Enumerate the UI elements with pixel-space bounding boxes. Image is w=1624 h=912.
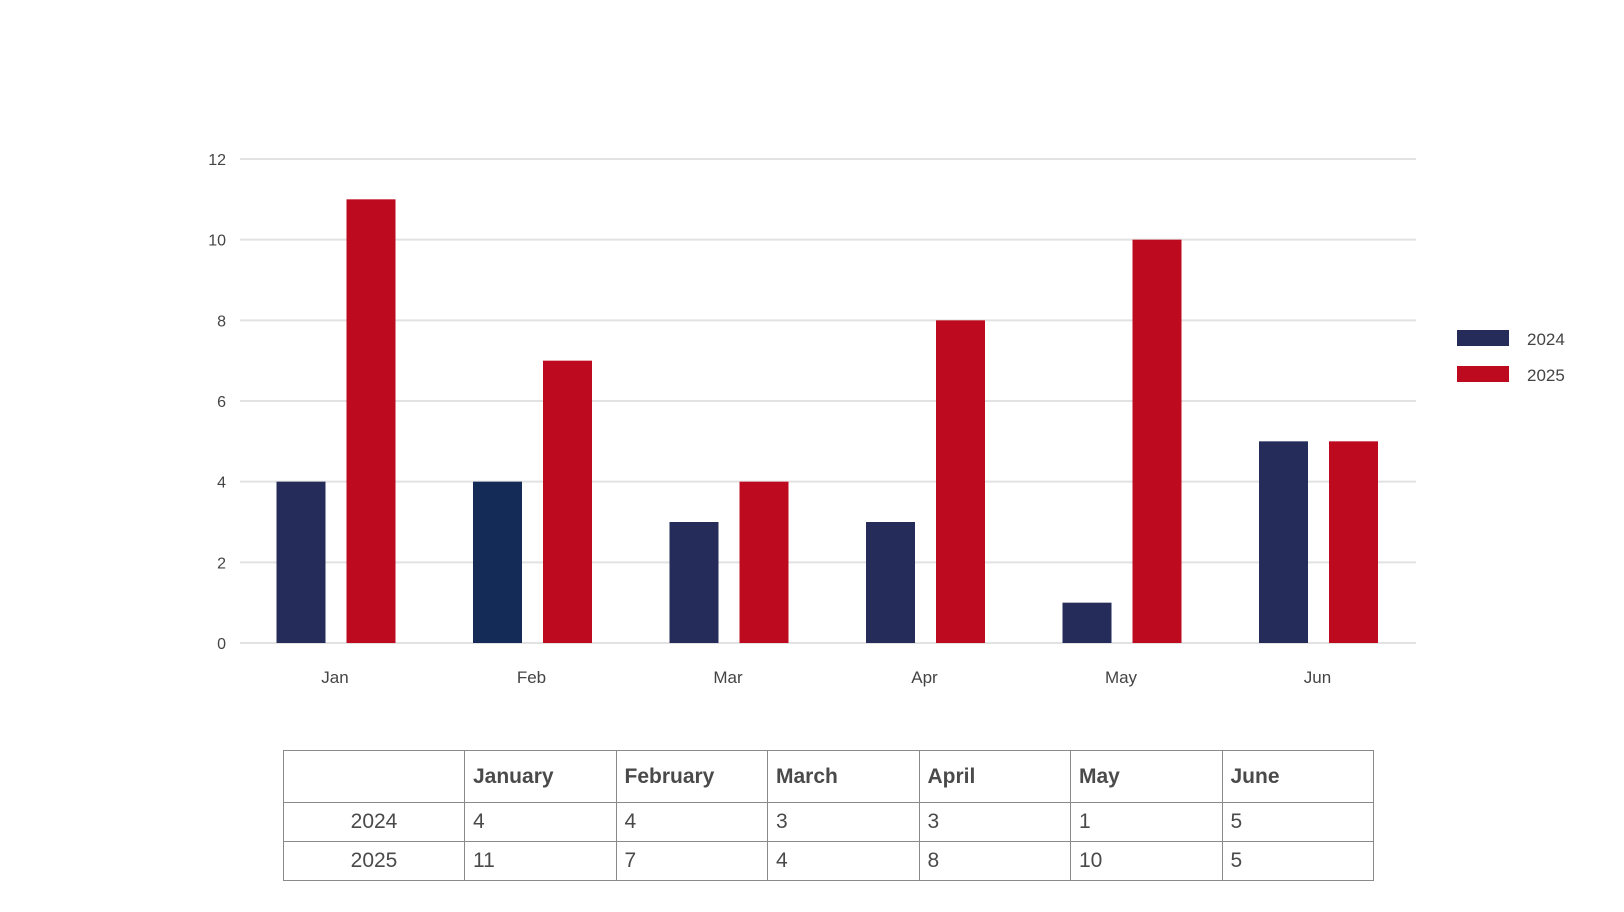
table-header-cell: April <box>918 750 1071 803</box>
y-axis-ticks: 0 2 4 6 8 10 12 <box>208 152 226 653</box>
gridlines <box>240 158 1416 644</box>
bar-2024-jan <box>276 481 326 643</box>
legend: 2024 2025 <box>1457 330 1565 385</box>
x-tick-label: Jan <box>321 668 348 687</box>
table-cell: 3 <box>918 802 1071 842</box>
x-tick-label: Jun <box>1304 668 1331 687</box>
y-tick-label: 4 <box>217 475 226 492</box>
table-row-label: 2025 <box>283 841 465 881</box>
table-header-cell: May <box>1070 750 1223 803</box>
bar-2024-apr <box>866 522 915 643</box>
bar-2025-may <box>1132 239 1182 643</box>
table-cell: 4 <box>615 802 768 842</box>
table-cell: 4 <box>464 802 617 842</box>
y-tick-label: 6 <box>217 394 226 411</box>
table-cell: 7 <box>615 841 768 881</box>
table-header-cell <box>283 750 465 803</box>
legend-swatch-2025 <box>1457 366 1509 382</box>
table-cell: 8 <box>918 841 1071 881</box>
table-cell: 4 <box>767 841 920 881</box>
table-row: 2025 11 7 4 8 10 5 <box>283 841 1374 881</box>
x-tick-label: Apr <box>911 668 938 687</box>
y-tick-label: 2 <box>217 555 226 572</box>
table-cell: 11 <box>464 841 617 881</box>
legend-swatch-2024 <box>1457 330 1509 346</box>
bar-2025-mar <box>739 481 789 643</box>
table-cell: 1 <box>1070 802 1223 842</box>
bar-chart: 0 2 4 6 8 10 12 Jan Feb Mar Apr May Jun 2024 2025 <box>208 152 1565 687</box>
table-row: 2024 4 4 3 3 1 5 <box>283 802 1374 842</box>
y-tick-label: 10 <box>208 233 226 250</box>
x-tick-label: Feb <box>517 668 546 687</box>
table-row-label: 2024 <box>283 802 465 842</box>
legend-label-2024: 2024 <box>1527 330 1565 349</box>
bar-2025-apr <box>936 320 985 643</box>
legend-label-2025: 2025 <box>1527 366 1565 385</box>
table-header-cell: January <box>464 750 617 803</box>
table-header-cell: February <box>615 750 768 803</box>
bar-2024-may <box>1062 602 1112 643</box>
x-tick-label: May <box>1105 668 1138 687</box>
y-tick-label: 8 <box>217 313 226 330</box>
data-table: January February March April May June 20… <box>283 750 1374 881</box>
bars <box>276 199 1378 644</box>
bar-2025-feb <box>543 360 592 643</box>
table-header-row: January February March April May June <box>283 750 1374 803</box>
y-tick-label: 12 <box>208 152 226 169</box>
bar-2024-mar <box>669 522 719 643</box>
x-tick-label: Mar <box>713 668 743 687</box>
bar-2024-jun <box>1259 441 1308 643</box>
table-cell: 10 <box>1070 841 1223 881</box>
bar-2025-jan <box>346 199 396 644</box>
bar-2024-feb <box>473 481 522 643</box>
table-header-cell: March <box>767 750 920 803</box>
table-cell: 5 <box>1221 841 1374 881</box>
table-header-cell: June <box>1221 750 1374 803</box>
table-cell: 5 <box>1221 802 1374 842</box>
table-cell: 3 <box>767 802 920 842</box>
x-axis-labels: Jan Feb Mar Apr May Jun <box>321 668 1331 687</box>
y-tick-label: 0 <box>217 636 226 653</box>
bar-2025-jun <box>1329 441 1378 643</box>
